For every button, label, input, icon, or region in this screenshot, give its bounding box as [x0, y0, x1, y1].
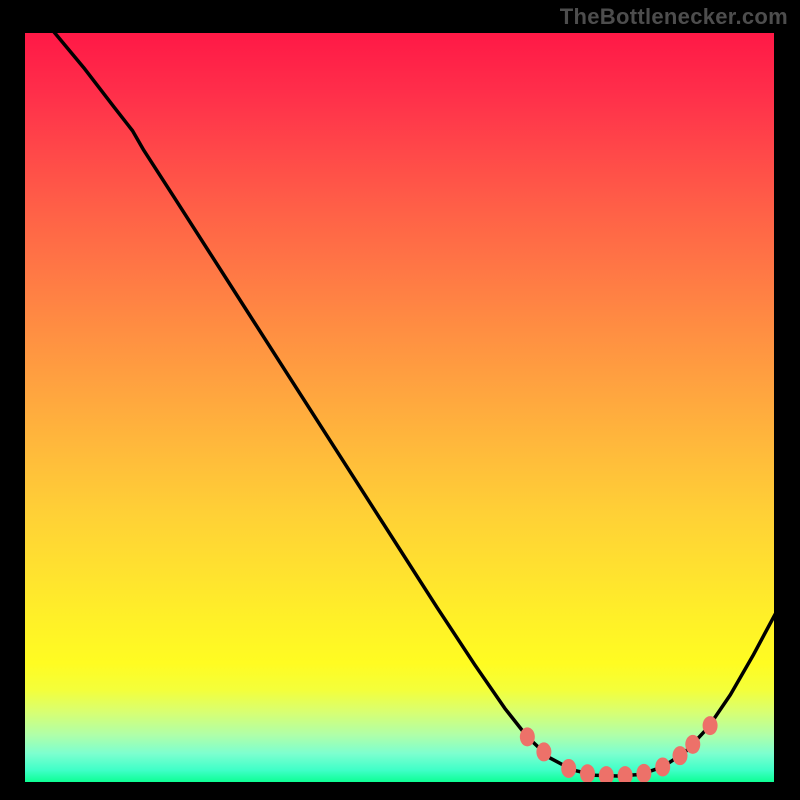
- gradient-background: [24, 32, 776, 784]
- watermark-text: TheBottlenecker.com: [560, 4, 788, 30]
- curve-marker: [520, 727, 535, 746]
- plot-frame: [22, 30, 777, 785]
- curve-marker: [703, 716, 718, 735]
- curve-marker: [636, 764, 651, 783]
- curve-marker: [685, 735, 700, 754]
- curve-marker: [561, 759, 576, 778]
- plot-svg: [22, 30, 777, 785]
- curve-marker: [580, 764, 595, 783]
- curve-marker: [673, 746, 688, 765]
- curve-marker: [536, 742, 551, 761]
- curve-marker: [655, 757, 670, 776]
- chart-stage: TheBottlenecker.com: [0, 0, 800, 800]
